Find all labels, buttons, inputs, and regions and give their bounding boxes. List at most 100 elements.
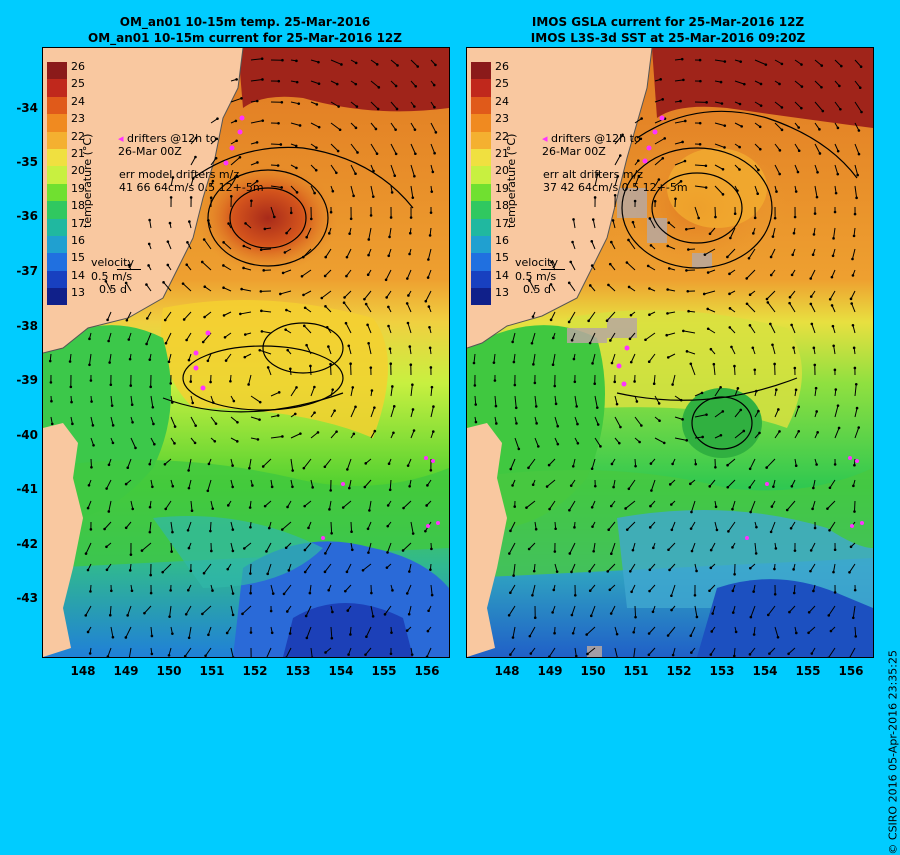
velocity-arrowhead bbox=[852, 485, 855, 488]
velocity-arrowhead bbox=[388, 236, 391, 239]
velocity-arrowhead bbox=[649, 526, 652, 529]
velocity-arrowhead bbox=[755, 552, 758, 555]
velocity-arrowhead bbox=[679, 100, 682, 103]
velocity-arrowhead bbox=[320, 297, 323, 300]
velocity-arrowhead bbox=[748, 257, 751, 260]
velocity-arrowhead bbox=[433, 84, 436, 87]
velocity-arrowhead bbox=[327, 345, 330, 348]
velocity-arrowhead bbox=[705, 164, 708, 167]
velocity-arrowhead bbox=[671, 383, 674, 386]
velocity-arrowhead bbox=[370, 592, 373, 595]
velocity-arrowhead bbox=[574, 594, 577, 597]
velocity-arrowhead bbox=[474, 403, 477, 406]
x-label: 155 bbox=[369, 664, 399, 678]
velocity-arrowhead bbox=[474, 384, 477, 387]
y-label: -35 bbox=[2, 155, 38, 169]
velocity-arrowhead bbox=[766, 298, 769, 301]
velocity-arrowhead bbox=[732, 590, 735, 593]
velocity-arrowhead bbox=[637, 159, 640, 162]
velocity-arrowhead bbox=[572, 465, 575, 468]
velocity-arrowhead bbox=[810, 652, 813, 655]
velocity-arrowhead bbox=[324, 465, 327, 468]
velocity-arrowhead bbox=[386, 525, 389, 528]
velocity-arrowhead bbox=[235, 78, 238, 81]
velocity-arrowhead bbox=[125, 483, 128, 486]
velocity-arrowhead bbox=[412, 408, 415, 411]
velocity-arrowhead bbox=[281, 435, 284, 438]
velocity-arrowhead bbox=[281, 528, 284, 531]
velocity-arrowhead bbox=[387, 306, 390, 309]
velocity-arrowhead bbox=[185, 613, 188, 616]
velocity-arrowhead bbox=[685, 228, 688, 231]
colorbar-swatch bbox=[471, 97, 491, 114]
velocity-arrowhead bbox=[372, 195, 375, 198]
velocity-arrowhead bbox=[336, 83, 339, 86]
velocity-arrowhead bbox=[666, 288, 669, 291]
velocity-arrowhead bbox=[69, 360, 72, 363]
velocity-arrowhead bbox=[347, 653, 350, 656]
velocity-arrowhead bbox=[112, 636, 115, 639]
velocity-arrowhead bbox=[571, 339, 574, 342]
velocity-arrowhead bbox=[854, 635, 857, 638]
velocity-arrowhead bbox=[701, 392, 704, 395]
velocity-arrowhead bbox=[532, 363, 535, 366]
velocity-arrowhead bbox=[811, 323, 814, 326]
velocity-arrowhead bbox=[354, 406, 357, 409]
velocity-arrowhead bbox=[112, 424, 115, 427]
velocity-arrowhead bbox=[111, 404, 114, 407]
velocity-arrowhead bbox=[261, 57, 264, 60]
velocity-arrowhead bbox=[165, 342, 168, 345]
velocity-arrowhead bbox=[188, 637, 191, 640]
velocity-arrowhead bbox=[89, 652, 92, 655]
velocity-arrowhead bbox=[629, 338, 632, 341]
velocity-arrowhead bbox=[408, 253, 411, 256]
velocity-arrowhead bbox=[367, 342, 370, 345]
left-title-line1: OM_an01 10-15m temp. 25-Mar-2016 bbox=[40, 14, 450, 30]
velocity-arrowhead bbox=[391, 385, 394, 388]
velocity-arrowhead bbox=[663, 137, 666, 140]
velocity-arrowhead bbox=[367, 551, 370, 554]
velocity-arrowhead bbox=[149, 506, 152, 509]
velocity-arrowhead bbox=[356, 151, 359, 154]
velocity-arrowhead bbox=[699, 59, 702, 62]
velocity-arrowhead bbox=[634, 465, 637, 468]
velocity-arrowhead bbox=[364, 486, 367, 489]
velocity-arrowhead bbox=[739, 409, 742, 412]
velocity-arrowhead bbox=[592, 218, 595, 221]
velocity-arrowhead bbox=[110, 383, 113, 386]
velocity-arrowhead bbox=[396, 108, 399, 111]
velocity-arrowhead bbox=[610, 505, 613, 508]
velocity-arrowhead bbox=[232, 614, 235, 617]
velocity-arrowhead bbox=[355, 62, 358, 65]
velocity-arrowhead bbox=[286, 506, 289, 509]
velocity-arrowhead bbox=[793, 592, 796, 595]
velocity-arrowhead bbox=[573, 526, 576, 529]
velocity-arrowhead bbox=[574, 380, 577, 383]
velocity-arrowhead bbox=[262, 465, 265, 468]
velocity-arrowhead bbox=[534, 616, 537, 619]
velocity-arrowhead bbox=[770, 256, 773, 259]
velocity-arrowhead bbox=[406, 277, 409, 280]
velocity-arrowhead bbox=[375, 128, 378, 131]
velocity-arrowhead bbox=[661, 98, 664, 101]
velocity-arrowhead bbox=[705, 413, 708, 416]
velocity-arrowhead bbox=[570, 571, 573, 574]
velocity-arrowhead bbox=[661, 157, 664, 160]
velocity-arrowhead bbox=[593, 382, 596, 385]
velocity-arrowhead bbox=[212, 401, 215, 404]
y-label: -43 bbox=[2, 591, 38, 605]
velocity-arrowhead bbox=[433, 106, 436, 109]
velocity-arrowhead bbox=[413, 105, 416, 108]
velocity-arrowhead bbox=[92, 424, 95, 427]
velocity-arrowhead bbox=[296, 81, 299, 84]
velocity-arrowhead bbox=[427, 630, 430, 633]
velocity-arrowhead bbox=[529, 635, 532, 638]
velocity-arrowhead bbox=[626, 528, 629, 531]
velocity-arrowhead bbox=[227, 222, 230, 225]
colorbar-swatch bbox=[471, 201, 491, 218]
velocity-arrowhead bbox=[164, 508, 167, 511]
y-label: -41 bbox=[2, 482, 38, 496]
velocity-arrowhead bbox=[92, 444, 95, 447]
